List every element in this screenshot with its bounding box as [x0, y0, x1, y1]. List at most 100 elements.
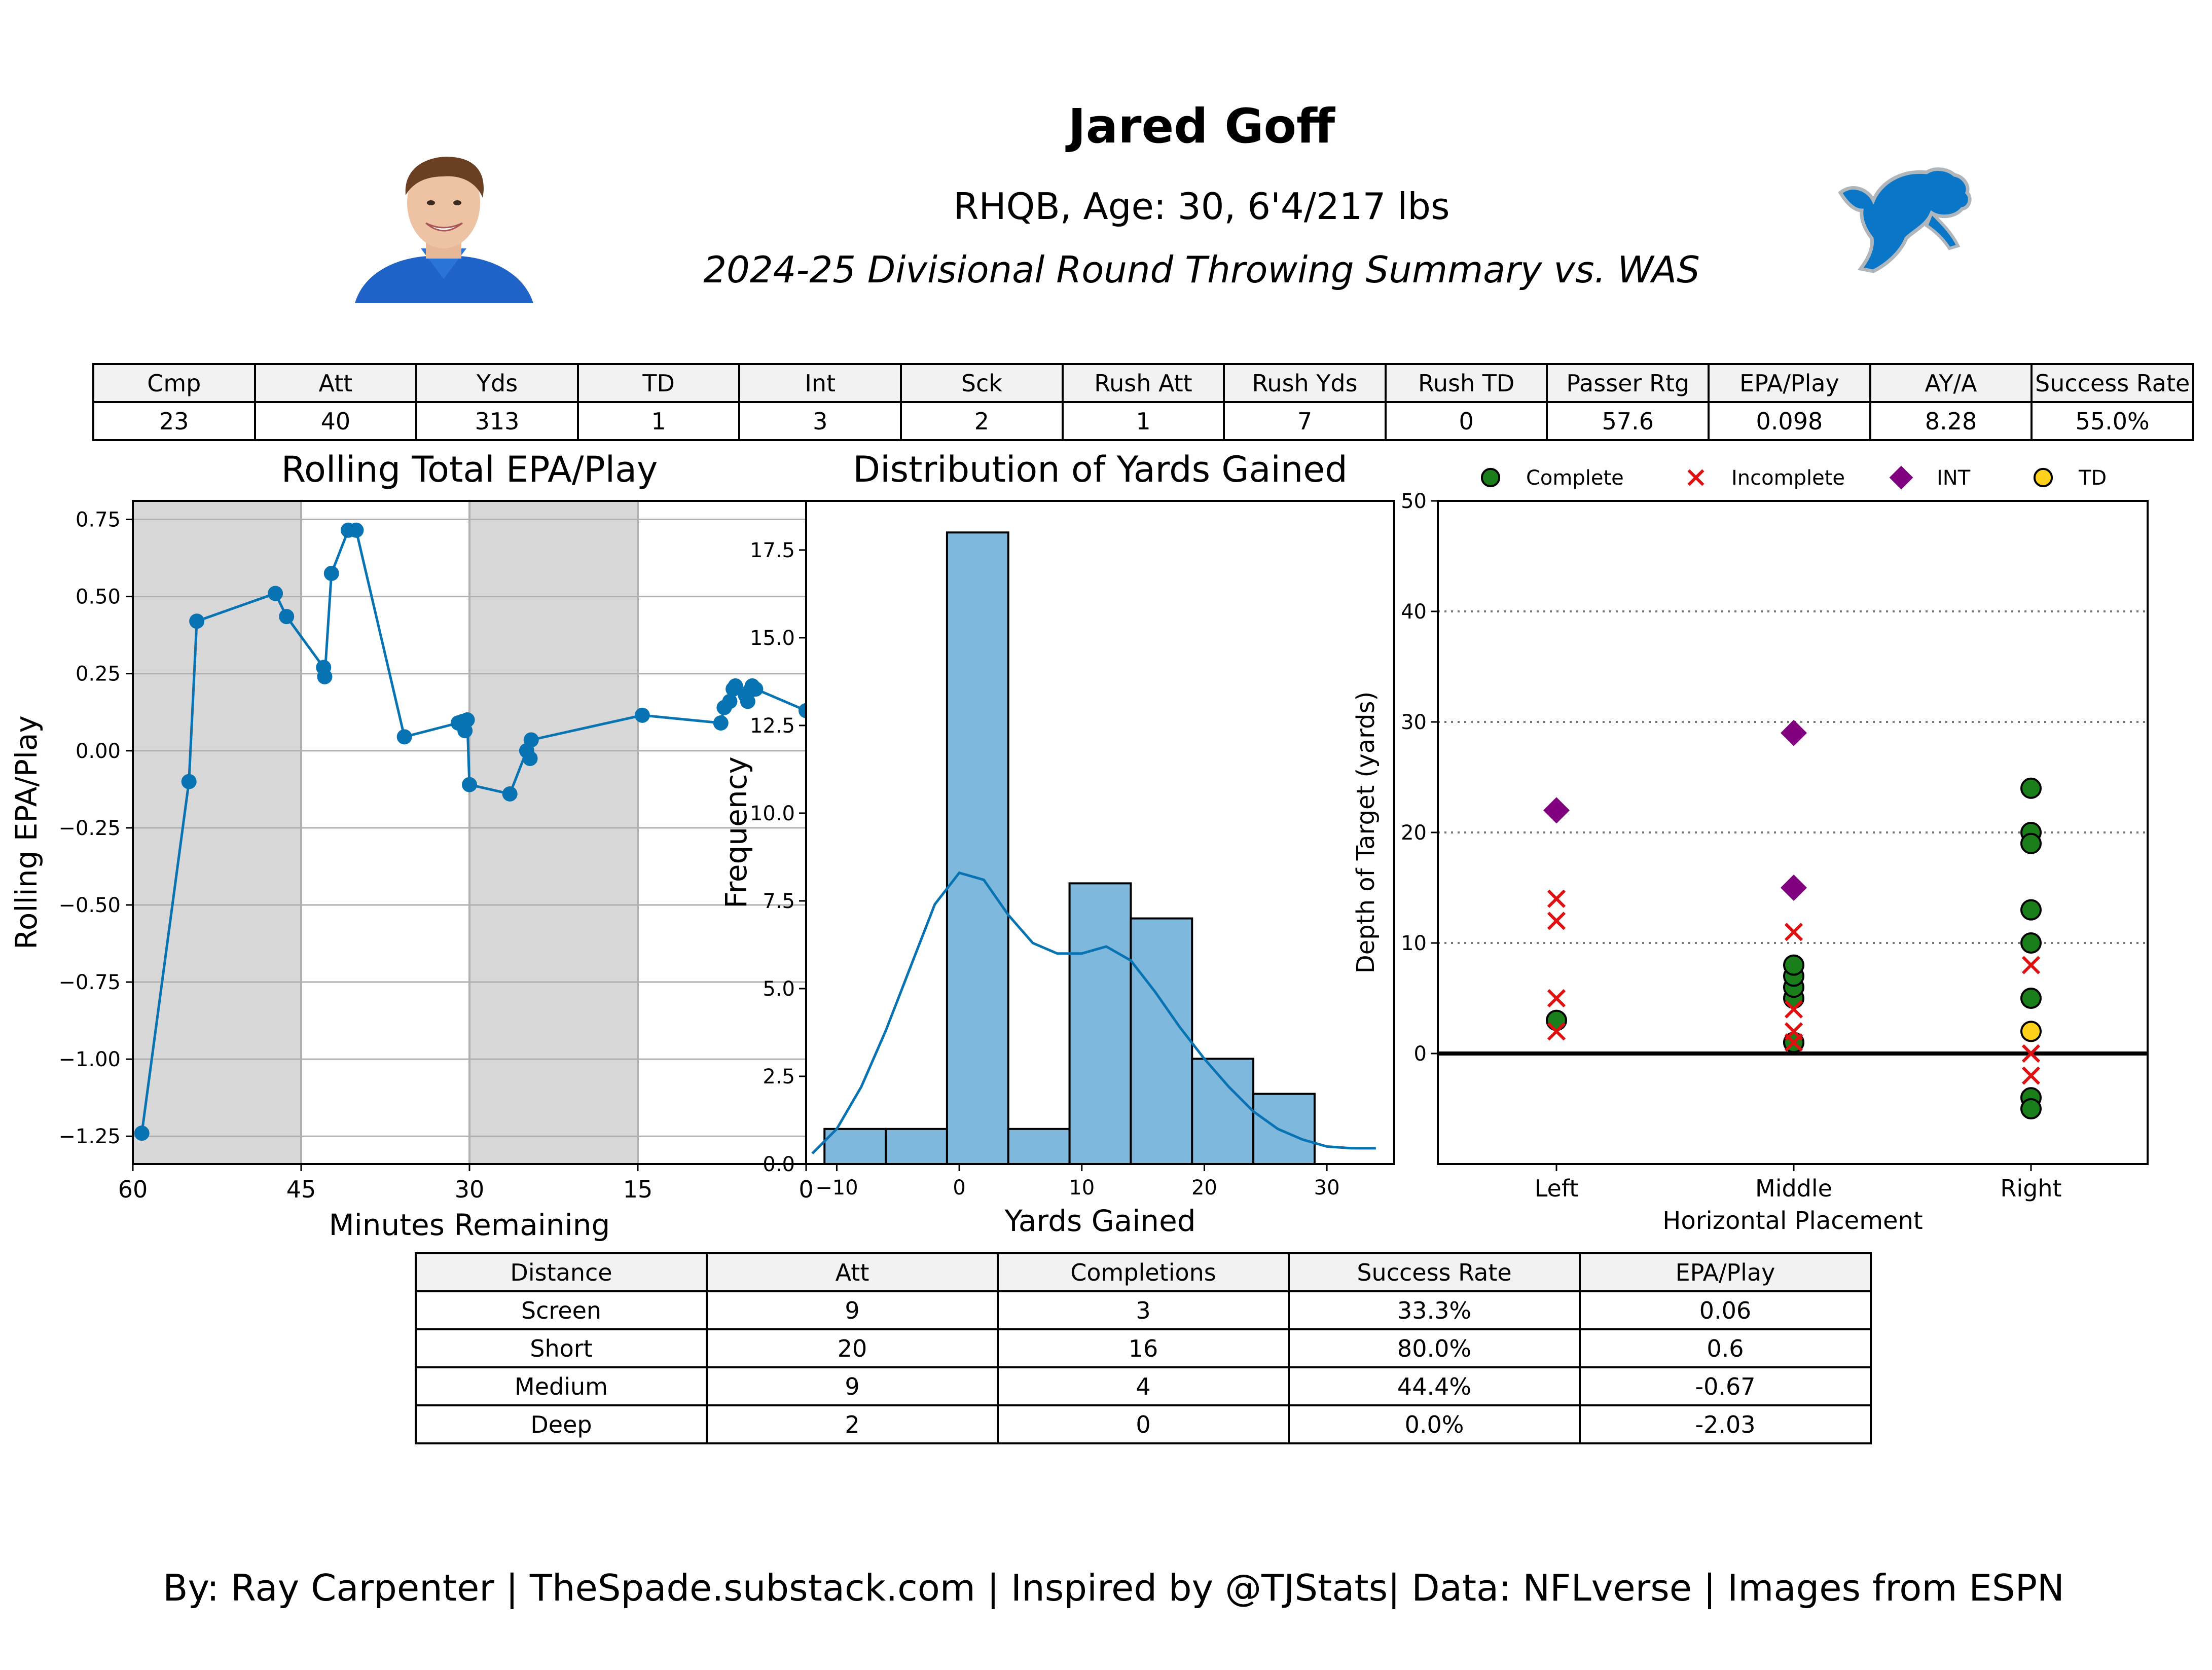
table-row: Screen 9 3 33.3% 0.06 — [416, 1291, 1871, 1329]
stats-cell: 23 — [93, 402, 255, 440]
stats-cell: 1 — [1063, 402, 1224, 440]
table-row: Medium 9 4 44.4% -0.67 — [416, 1367, 1871, 1405]
quarter-shade — [469, 501, 638, 1164]
histogram-bar — [947, 532, 1008, 1164]
distance-cell: 2 — [707, 1405, 998, 1443]
distance-header-cell: EPA/Play — [1580, 1253, 1871, 1291]
distance-header-row: Distance Att Completions Success Rate EPA/Pl… — [416, 1253, 1871, 1291]
epa-point — [348, 523, 364, 538]
y-tick-label: −1.25 — [58, 1125, 121, 1148]
epa-point — [317, 669, 332, 684]
x-tick-label: Right — [2000, 1175, 2061, 1202]
y-tick-label: 0.25 — [76, 663, 121, 686]
distance-cell: 9 — [707, 1291, 998, 1329]
distance-cell: 9 — [707, 1367, 998, 1405]
y-tick-label: 12.5 — [750, 714, 795, 738]
stats-header-cell: Int — [739, 364, 901, 402]
y-tick-label: −0.50 — [58, 894, 121, 917]
legend-marker-incomplete — [1689, 470, 1703, 485]
table-row: Deep 2 0 0.0% -2.03 — [416, 1405, 1871, 1443]
y-tick-label: 5.0 — [763, 977, 795, 1001]
y-tick-label: 0.50 — [76, 586, 121, 609]
legend-label: Incomplete — [1731, 466, 1845, 490]
distance-header-cell: Att — [707, 1253, 998, 1291]
stats-header-cell: Success Rate — [2032, 364, 2193, 402]
legend-marker-complete — [1482, 469, 1499, 486]
y-tick-label: 10 — [1401, 932, 1427, 955]
y-tick-label: 0.75 — [76, 509, 121, 532]
epa-point — [523, 751, 538, 766]
y-tick-label: 10.0 — [750, 802, 795, 825]
chart-title: Rolling Total EPA/Play — [281, 449, 658, 490]
distance-cell: 4 — [998, 1367, 1289, 1405]
y-tick-label: 0.00 — [76, 740, 121, 763]
depth-scatter-chart: 0 10 20 30 40 50 Left Middle Right Complete Incomp… — [1318, 446, 2212, 1257]
complete-point — [1547, 1011, 1566, 1030]
epa-point — [462, 777, 477, 792]
stats-header-cell: AY/A — [1870, 364, 2032, 402]
distance-cell: 20 — [707, 1329, 998, 1367]
distance-cell: 44.4% — [1289, 1367, 1580, 1405]
x-tick-label: 0 — [953, 1176, 965, 1200]
complete-point — [2021, 834, 2041, 853]
legend-label: INT — [1937, 466, 1971, 490]
stats-cell: 3 — [739, 402, 901, 440]
distance-cell: Short — [416, 1329, 707, 1367]
y-tick-label: 50 — [1401, 490, 1427, 513]
histogram-bar — [1253, 1094, 1315, 1164]
table-row: 23 40 313 1 3 2 1 7 0 57.6 0.098 8.28 55.0% — [93, 402, 2193, 440]
legend-label: TD — [2078, 466, 2107, 490]
y-axis-label: Depth of Target (yards) — [1352, 692, 1380, 973]
histogram-bar — [1070, 883, 1131, 1164]
stats-header-cell: TD — [578, 364, 740, 402]
stats-cell: 2 — [901, 402, 1063, 440]
stats-cell: 0 — [1386, 402, 1547, 440]
legend-marker-int — [1890, 466, 1913, 490]
distance-header-cell: Distance — [416, 1253, 707, 1291]
y-tick-label: 20 — [1401, 821, 1427, 845]
epa-point — [268, 586, 283, 601]
y-tick-label: 40 — [1401, 600, 1427, 624]
histogram-bar — [886, 1129, 947, 1164]
stats-header-cell: Sck — [901, 364, 1063, 402]
stats-cell: 313 — [416, 402, 578, 440]
table-row: Short 20 16 80.0% 0.6 — [416, 1329, 1871, 1367]
stats-header-cell: Att — [255, 364, 417, 402]
distance-cell: -2.03 — [1580, 1405, 1871, 1443]
stats-header-cell: Rush Att — [1063, 364, 1224, 402]
td-point — [2021, 1022, 2041, 1041]
distance-table: Distance Att Completions Success Rate EPA/Pl… — [415, 1252, 1872, 1444]
stats-cell: 40 — [255, 402, 417, 440]
complete-point — [2021, 989, 2041, 1008]
epa-point — [524, 732, 539, 747]
legend-label: Complete — [1526, 466, 1624, 490]
player-name: Jared Goff — [0, 99, 2212, 154]
y-tick-label: 0 — [1414, 1042, 1427, 1066]
stats-cell: 8.28 — [1870, 402, 2032, 440]
distance-cell: 80.0% — [1289, 1329, 1580, 1367]
stats-header-cell: Rush TD — [1386, 364, 1547, 402]
rolling-epa-chart: 0.750.500.250.00−0.25−0.50−0.75−1.00−1.2… — [0, 446, 821, 1257]
x-tick-label: 15 — [623, 1176, 653, 1203]
stats-cell: 7 — [1224, 402, 1386, 440]
x-tick-label: Middle — [1755, 1175, 1832, 1202]
y-axis-label: Rolling EPA/Play — [9, 715, 44, 950]
distance-cell: Screen — [416, 1291, 707, 1329]
y-tick-label: −0.75 — [58, 971, 121, 994]
stats-header-cell: Passer Rtg — [1547, 364, 1709, 402]
stats-cell: 1 — [578, 402, 740, 440]
x-axis-label: Horizontal Placement — [1662, 1207, 1923, 1235]
histogram-bar — [1008, 1129, 1070, 1164]
player-headshot — [345, 152, 542, 304]
y-tick-label: 17.5 — [750, 539, 795, 562]
stats-cell: 57.6 — [1547, 402, 1709, 440]
stats-cell: 0.098 — [1709, 402, 1870, 440]
x-axis-label: Minutes Remaining — [329, 1208, 610, 1242]
complete-point — [2021, 933, 2041, 953]
complete-point — [2021, 900, 2041, 920]
stats-header-cell: Rush Yds — [1224, 364, 1386, 402]
distance-header-cell: Success Rate — [1289, 1253, 1580, 1291]
lions-logo — [1825, 162, 1977, 279]
epa-point — [324, 566, 339, 581]
distance-cell: 0.6 — [1580, 1329, 1871, 1367]
